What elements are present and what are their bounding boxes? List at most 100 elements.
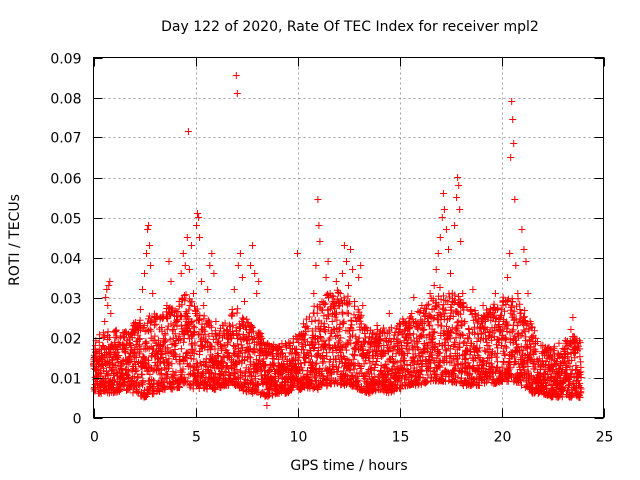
data-point	[146, 370, 154, 378]
data-point	[120, 342, 128, 349]
data-point	[340, 294, 348, 302]
data-point	[118, 358, 126, 365]
data-point	[134, 373, 142, 381]
data-point	[412, 318, 420, 325]
y-tick-label: 0.05	[50, 212, 81, 228]
data-point	[163, 302, 171, 309]
data-point	[255, 278, 263, 285]
data-point	[243, 326, 250, 333]
data-point	[434, 363, 442, 371]
data-point	[210, 270, 218, 277]
data-point	[165, 258, 173, 265]
y-tick-label: 0.04	[50, 252, 81, 268]
data-point	[398, 342, 405, 349]
data-points	[89, 72, 585, 409]
data-point	[314, 196, 322, 203]
data-point	[186, 302, 194, 309]
data-point	[450, 366, 458, 374]
data-point	[177, 270, 185, 277]
data-point	[513, 302, 521, 310]
data-point	[175, 298, 183, 305]
data-point	[147, 262, 155, 269]
data-point	[501, 342, 509, 350]
data-point	[105, 282, 113, 289]
data-point	[185, 306, 193, 314]
data-point	[489, 314, 497, 321]
data-point	[171, 372, 179, 380]
data-point	[337, 334, 345, 342]
data-point	[399, 364, 407, 372]
data-point	[125, 359, 133, 367]
data-point	[208, 369, 216, 377]
data-point	[234, 305, 242, 313]
data-point	[91, 354, 98, 361]
data-point	[275, 362, 283, 369]
data-point	[492, 353, 500, 361]
data-point	[310, 290, 318, 297]
data-point	[247, 262, 255, 269]
data-point	[102, 294, 110, 301]
data-point	[304, 325, 312, 333]
data-point	[316, 371, 324, 379]
data-point	[506, 365, 514, 373]
data-point	[555, 339, 563, 347]
data-point	[454, 174, 462, 181]
data-point	[442, 226, 450, 233]
data-point	[201, 330, 209, 338]
data-point	[119, 340, 127, 348]
data-point	[350, 311, 358, 319]
data-point	[577, 363, 585, 371]
data-point	[573, 366, 581, 373]
data-point	[251, 375, 259, 383]
data-point	[207, 323, 215, 331]
data-point	[94, 358, 102, 365]
data-point	[103, 357, 111, 365]
data-point	[114, 353, 122, 361]
data-point	[340, 318, 348, 326]
data-point	[443, 322, 451, 330]
data-point	[180, 338, 188, 346]
data-point	[204, 286, 212, 293]
data-point	[147, 327, 155, 335]
data-point	[483, 313, 491, 320]
data-point	[242, 334, 250, 342]
data-point	[371, 373, 379, 381]
data-point	[332, 278, 340, 285]
data-point	[464, 334, 472, 342]
data-point	[436, 284, 444, 291]
data-point	[460, 319, 468, 327]
data-point	[149, 290, 157, 297]
data-point	[554, 349, 562, 357]
data-point	[501, 352, 509, 359]
data-point	[96, 331, 104, 339]
data-point	[142, 339, 150, 347]
data-point	[476, 344, 484, 352]
data-point	[558, 393, 566, 401]
data-point	[257, 350, 265, 358]
data-point	[410, 294, 418, 301]
data-point	[320, 326, 328, 333]
data-point	[416, 309, 424, 316]
data-point	[432, 266, 440, 273]
x-tick-label: 5	[192, 430, 201, 446]
data-point	[206, 381, 213, 389]
data-point	[161, 384, 169, 392]
data-point	[462, 354, 470, 362]
data-point	[414, 357, 422, 365]
data-point	[457, 238, 465, 245]
data-point	[222, 362, 230, 369]
data-point	[139, 286, 146, 293]
data-point	[242, 369, 249, 377]
data-point	[181, 262, 189, 269]
data-point	[267, 366, 275, 373]
data-point	[344, 292, 352, 300]
data-point	[538, 357, 546, 365]
data-point	[145, 312, 153, 320]
data-point	[225, 381, 233, 389]
data-point	[127, 342, 135, 349]
data-point	[455, 182, 463, 189]
data-point	[339, 310, 347, 318]
data-point	[355, 274, 363, 281]
data-point	[561, 350, 569, 357]
data-point	[369, 329, 376, 337]
